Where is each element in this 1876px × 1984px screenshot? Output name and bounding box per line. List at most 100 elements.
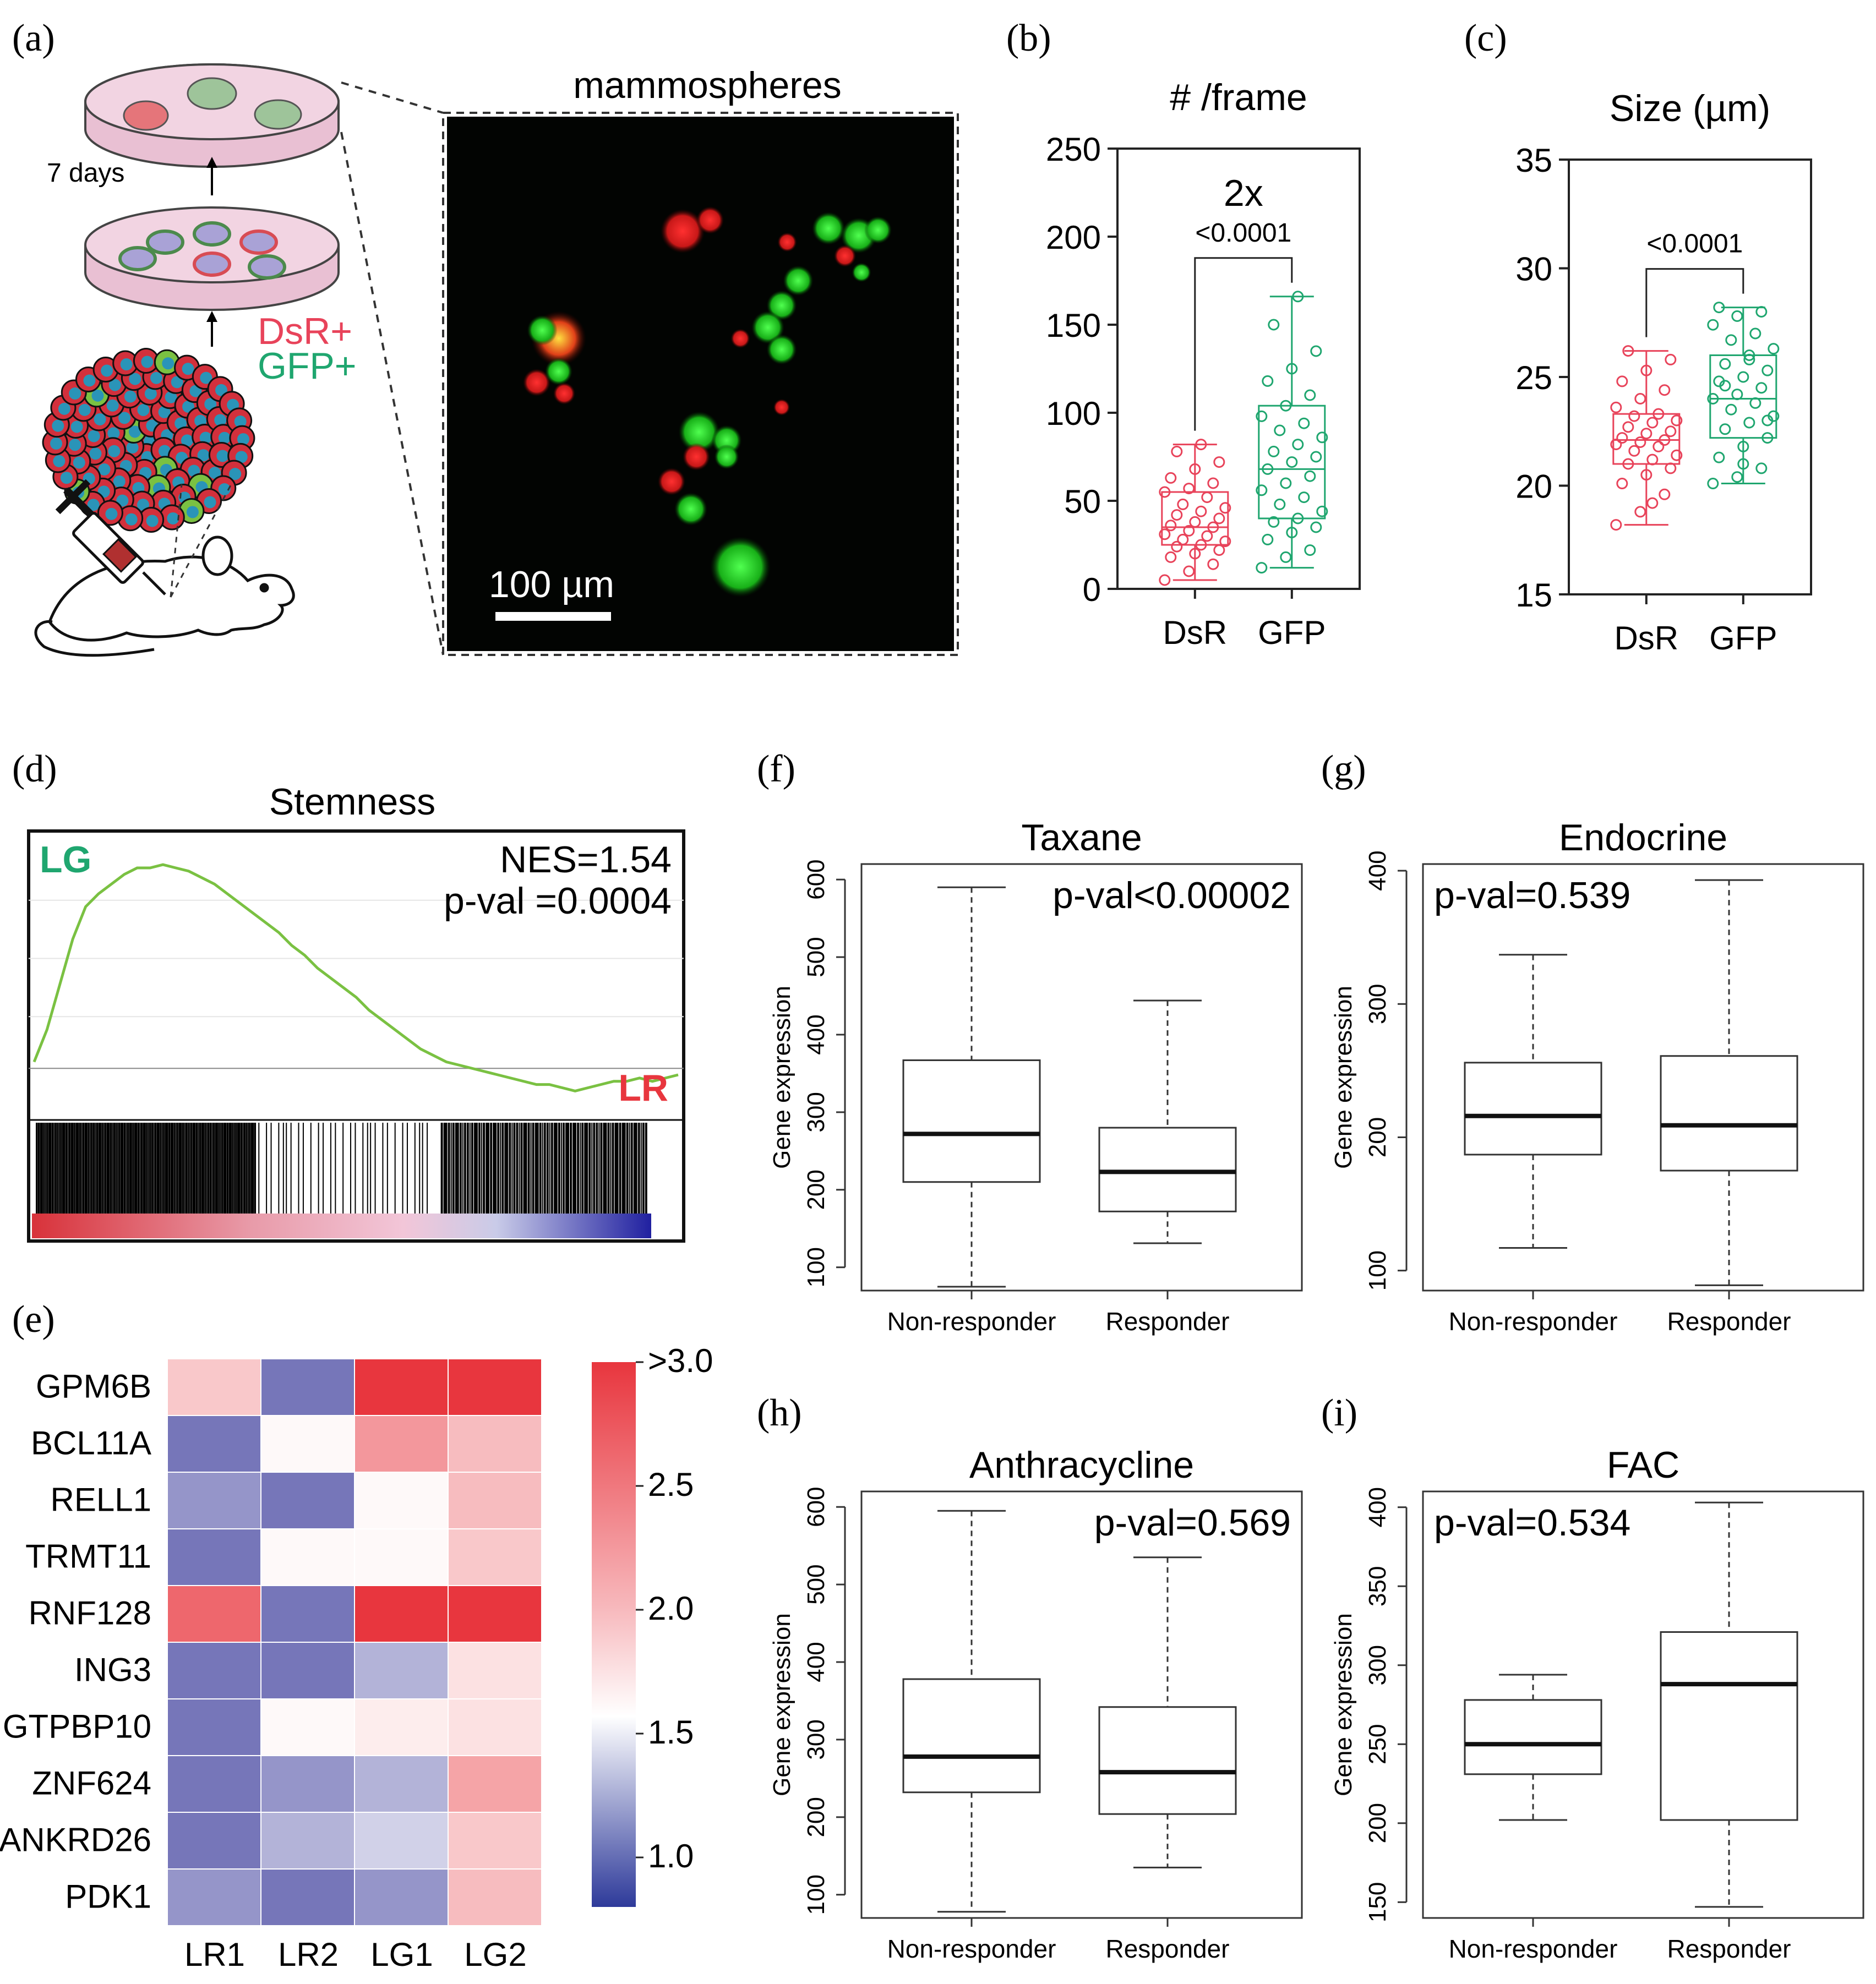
cell-nucleus: [209, 467, 221, 479]
data-point: [1737, 458, 1749, 470]
heatmap-cell: [449, 1643, 541, 1698]
box-DsR: [1161, 491, 1229, 546]
cell-nucleus: [159, 445, 171, 457]
heatmap-cell: [355, 1586, 448, 1642]
cell-nucleus: [101, 364, 113, 377]
data-point: [1195, 439, 1207, 451]
heatmap-cell: [168, 1416, 260, 1472]
mammosphere-red: [773, 399, 790, 416]
y-axis-label: Gene expression: [768, 1613, 795, 1796]
cell-nucleus: [214, 414, 227, 427]
cell-nucleus: [227, 398, 239, 411]
mammosphere-green: [714, 444, 739, 469]
mammosphere-red: [523, 369, 550, 396]
y-tick-label: 200: [1364, 1803, 1391, 1843]
data-point: [1610, 401, 1622, 413]
gfp-label: GFP+: [258, 345, 357, 387]
data-point: [1316, 505, 1328, 517]
heatmap-cell: [355, 1699, 448, 1755]
column-label: LR2: [278, 1936, 339, 1973]
data-point: [1713, 302, 1725, 314]
data-point: [1213, 512, 1225, 524]
cell-nucleus: [218, 431, 231, 444]
zoom-connector: [340, 132, 444, 655]
data-point: [1659, 434, 1671, 446]
cell-nucleus: [215, 384, 227, 396]
heatmap-cell: [355, 1359, 448, 1415]
plot-frame: [860, 1490, 1303, 1919]
data-point: [1646, 453, 1659, 466]
y-tick-label: 200: [803, 1169, 830, 1210]
chart-title: Stemness: [269, 781, 435, 823]
data-point: [1177, 498, 1189, 510]
y-tick-label: 600: [803, 859, 830, 899]
cell-nucleus: [105, 507, 118, 520]
data-point: [1165, 520, 1177, 532]
cell-nucleus: [58, 402, 70, 415]
data-point: [1743, 417, 1755, 429]
y-tick-label: 350: [1364, 1566, 1391, 1606]
heatmap-cell: [168, 1586, 260, 1642]
mammosphere-green: [766, 334, 797, 365]
data-point: [1707, 393, 1719, 405]
data-point: [1755, 306, 1768, 318]
data-point: [1755, 382, 1768, 394]
data-point: [1219, 502, 1231, 514]
cell-nucleus: [91, 389, 104, 402]
cell-nucleus: [69, 387, 81, 400]
heatmap-cell: [449, 1586, 541, 1642]
data-point: [1653, 408, 1665, 420]
data-point: [1622, 458, 1634, 470]
y-axis-label: Gene expression: [1330, 1613, 1357, 1796]
enrichment-line: [32, 863, 679, 1092]
data-point: [1737, 371, 1749, 383]
data-point: [1159, 528, 1171, 540]
cell-nucleus: [94, 413, 106, 425]
data-point: [1219, 535, 1231, 548]
cell-nucleus: [165, 391, 177, 403]
mammosphere-red: [730, 329, 750, 348]
mammosphere-red: [658, 468, 685, 495]
p-value-label: <0.0001: [1195, 218, 1291, 248]
data-point: [1268, 516, 1280, 528]
data-point: [1292, 439, 1304, 451]
data-point: [1201, 530, 1213, 542]
y-tick-label: 200: [1046, 219, 1101, 256]
data-point: [1177, 533, 1189, 545]
scale-label: 100 µm: [489, 564, 614, 605]
panel-label-a: (a): [12, 17, 55, 59]
cell-nucleus: [87, 499, 100, 511]
data-point: [1737, 440, 1749, 452]
cell-nucleus: [50, 437, 63, 450]
cell-nucleus: [78, 403, 91, 416]
colorbar-label: 1.5: [648, 1714, 694, 1751]
colorbar-label: 2.0: [648, 1590, 694, 1627]
cell-nucleus: [235, 451, 248, 463]
cell-nucleus: [98, 463, 111, 475]
cell-nucleus: [204, 496, 216, 509]
box-Responder: [1098, 1127, 1237, 1212]
y-axis-label: Gene expression: [768, 986, 795, 1169]
data-point: [1165, 551, 1177, 563]
mouse-icon: [34, 535, 295, 657]
heatmap-cell: [449, 1359, 541, 1415]
box-Responder: [1660, 1631, 1798, 1821]
row-label: RNF128: [29, 1595, 151, 1632]
data-point: [1646, 497, 1659, 509]
cell-nucleus: [118, 412, 131, 424]
y-tick-label: 250: [1046, 131, 1101, 168]
data-point: [1310, 345, 1322, 357]
cell-nucleus: [141, 356, 154, 368]
heatmap-cell: [449, 1416, 541, 1472]
cell-nucleus: [128, 425, 141, 438]
heatmap-cell: [168, 1473, 260, 1528]
box-Non-responder: [902, 1059, 1041, 1183]
y-tick-label: 400: [803, 1642, 830, 1682]
mammosphere-red: [834, 245, 856, 267]
mammosphere-green: [864, 216, 892, 244]
data-point: [1292, 291, 1304, 303]
arrow-head-icon: [206, 311, 217, 322]
x-category-label: Responder: [1105, 1934, 1229, 1963]
data-point: [1286, 527, 1298, 539]
cell-nucleus: [125, 513, 138, 526]
